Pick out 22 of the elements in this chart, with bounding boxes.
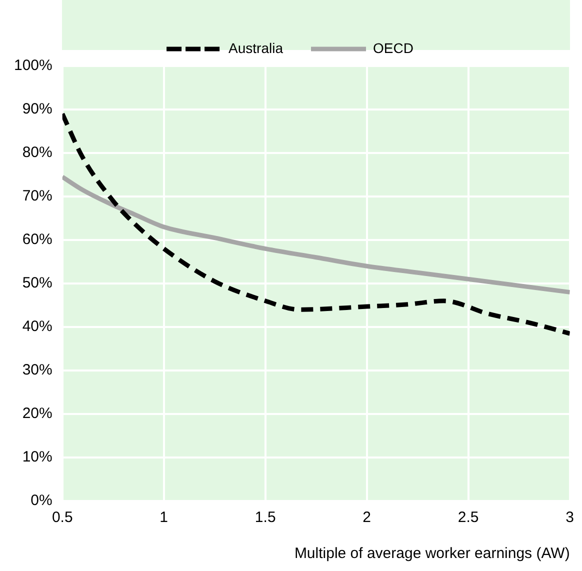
x-tick-label: 2 xyxy=(362,509,372,526)
y-tick-label: 10% xyxy=(22,448,52,466)
y-tick-label: 100% xyxy=(14,57,52,74)
x-axis-title: Multiple of average worker earnings (AW) xyxy=(294,545,570,562)
y-tick-label: 80% xyxy=(22,144,52,162)
x-tick-label: 1.5 xyxy=(254,509,276,526)
y-tick-label: 50% xyxy=(22,274,52,292)
y-tick-label: 60% xyxy=(22,231,52,248)
y-tick-label: 70% xyxy=(22,188,52,205)
y-tick-label: 20% xyxy=(22,405,52,422)
x-tick-label: 2.5 xyxy=(458,509,479,526)
y-tick-label: 0% xyxy=(30,492,52,510)
legend-label: Australia xyxy=(228,40,284,56)
y-tick-label: 40% xyxy=(22,318,52,336)
line-series xyxy=(62,112,570,336)
line-series xyxy=(62,174,570,294)
x-tick-label: 0.5 xyxy=(52,509,73,526)
y-tick-label: 30% xyxy=(22,362,52,379)
legend-label: OECD xyxy=(373,40,414,56)
x-tick-label: 1 xyxy=(160,509,168,526)
y-tick-label: 90% xyxy=(22,100,52,118)
x-tick-label: 3 xyxy=(566,509,574,526)
